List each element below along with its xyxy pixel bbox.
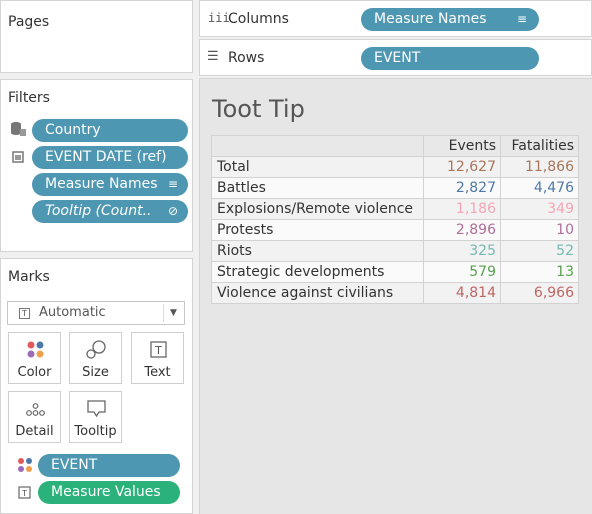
events-value[interactable]: 579 <box>423 261 501 283</box>
color-icon <box>18 458 32 472</box>
fatalities-value[interactable]: 4,476 <box>500 177 579 199</box>
pages-card: Pages <box>0 0 193 73</box>
header-events[interactable]: Events <box>423 135 501 157</box>
calendar-icon <box>12 151 24 163</box>
filter-label: EVENT DATE (ref) <box>45 149 167 165</box>
rows-label: Rows <box>228 50 265 66</box>
filter-label: Tooltip (Count.. <box>45 203 152 219</box>
marks-field-label: EVENT <box>51 457 98 473</box>
fatalities-value[interactable]: 6,966 <box>500 282 579 304</box>
table-row[interactable]: Violence against civilians 4,814 6,966 <box>211 282 579 304</box>
marks-field-label: Measure Values <box>51 484 161 500</box>
tooltip-icon <box>87 400 106 418</box>
fatalities-value[interactable]: 13 <box>500 261 579 283</box>
mark-type-dropdown[interactable]: T Automatic ▼ <box>7 301 185 325</box>
rows-icon: ☰ <box>207 49 219 64</box>
events-value[interactable]: 12,627 <box>423 156 501 178</box>
marks-tooltip-button[interactable]: Tooltip <box>69 391 122 443</box>
row-label: Riots <box>211 240 424 262</box>
marks-button-label: Text <box>144 365 171 380</box>
marks-text-button[interactable]: T Text <box>131 332 184 384</box>
pages-title: Pages <box>8 14 50 30</box>
fatalities-value[interactable]: 349 <box>500 198 579 220</box>
pill-label: Measure Names <box>374 11 487 27</box>
row-label: Strategic developments <box>211 261 424 283</box>
columns-measure-names-pill[interactable]: Measure Names ≡ <box>361 8 539 31</box>
text-icon: T <box>150 341 167 358</box>
row-label: Explosions/Remote violence <box>211 198 424 220</box>
marks-detail-button[interactable]: Detail <box>8 391 61 443</box>
rows-shelf[interactable]: ☰ Rows EVENT <box>199 39 592 76</box>
fatalities-value[interactable]: 10 <box>500 219 579 241</box>
events-value[interactable]: 325 <box>423 240 501 262</box>
row-label: Total <box>211 156 424 178</box>
header-fatalities[interactable]: Fatalities <box>500 135 579 157</box>
header-blank <box>211 135 424 157</box>
events-value[interactable]: 4,814 <box>423 282 501 304</box>
fatalities-value[interactable]: 52 <box>500 240 579 262</box>
events-value[interactable]: 2,896 <box>423 219 501 241</box>
data-table: Events Fatalities Total 12,627 11,866 Battl… <box>211 135 579 304</box>
marks-title: Marks <box>8 269 50 285</box>
pill-label: EVENT <box>374 50 421 66</box>
events-value[interactable]: 1,186 <box>423 198 501 220</box>
view-canvas[interactable]: Toot Tip Events Fatalities Total 12,627 11… <box>199 78 592 514</box>
table-row[interactable]: Protests 2,896 10 <box>211 219 579 241</box>
table-row[interactable]: Explosions/Remote violence 1,186 349 <box>211 198 579 220</box>
sort-icon: ≡ <box>516 12 527 26</box>
text-icon: T <box>19 308 30 319</box>
sort-icon: ≡ <box>167 177 178 191</box>
columns-shelf[interactable]: iii Columns Measure Names ≡ <box>199 0 592 37</box>
table-row[interactable]: Battles 2,827 4,476 <box>211 177 579 199</box>
filters-card: Filters Country EVENT DATE (ref) Measure… <box>0 79 193 252</box>
fatalities-value[interactable]: 11,866 <box>500 156 579 178</box>
marks-size-button[interactable]: Size <box>69 332 122 384</box>
color-icon <box>27 341 44 358</box>
row-label: Violence against civilians <box>211 282 424 304</box>
database-icon <box>11 122 26 136</box>
events-value[interactable]: 2,827 <box>423 177 501 199</box>
marks-measure-values-pill[interactable]: Measure Values <box>38 481 180 504</box>
columns-icon: iii <box>208 11 230 25</box>
mark-type-value: Automatic <box>39 305 106 320</box>
marks-button-label: Detail <box>15 424 54 439</box>
filter-pill-measure-names[interactable]: Measure Names ≡ <box>32 173 188 196</box>
filter-pill-country[interactable]: Country <box>32 119 188 142</box>
table-row[interactable]: Riots 325 52 <box>211 240 579 262</box>
row-label: Battles <box>211 177 424 199</box>
filters-title: Filters <box>8 90 50 106</box>
sheet-title: Toot Tip <box>212 95 305 123</box>
marks-button-label: Size <box>82 365 109 380</box>
chevron-down-icon: ▼ <box>163 304 183 322</box>
text-icon: T <box>18 486 31 499</box>
detail-icon <box>26 403 45 416</box>
row-label: Protests <box>211 219 424 241</box>
marks-button-label: Color <box>17 365 52 380</box>
filter-pill-tooltip[interactable]: Tooltip (Count.. ⊘ <box>32 200 188 223</box>
link-icon: ⊘ <box>167 204 178 218</box>
table-row[interactable]: Strategic developments 579 13 <box>211 261 579 283</box>
marks-button-label: Tooltip <box>74 424 117 439</box>
columns-label: Columns <box>228 11 289 27</box>
svg-text:T: T <box>21 489 27 498</box>
table-row[interactable]: Total 12,627 11,866 <box>211 156 579 178</box>
size-icon <box>86 340 106 359</box>
filter-label: Measure Names <box>45 176 158 192</box>
svg-text:T: T <box>154 344 162 357</box>
rows-event-pill[interactable]: EVENT <box>361 47 539 70</box>
marks-event-pill[interactable]: EVENT <box>38 454 180 477</box>
filter-pill-event-date[interactable]: EVENT DATE (ref) <box>32 146 188 169</box>
marks-color-button[interactable]: Color <box>8 332 61 384</box>
filter-label: Country <box>45 122 101 138</box>
